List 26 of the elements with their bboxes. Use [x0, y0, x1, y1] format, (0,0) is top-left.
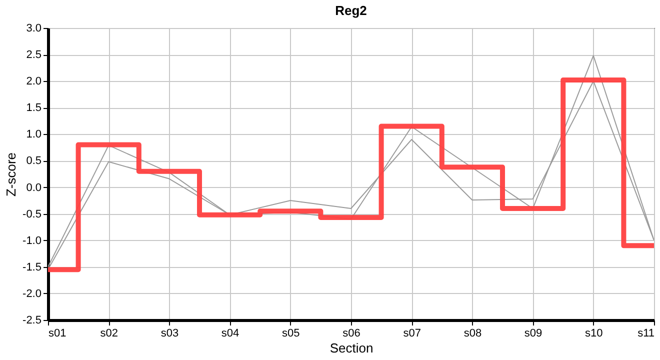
x-tick-label: s06 [342, 328, 360, 340]
y-axis-title: Z-score [4, 152, 19, 197]
x-tick-label: s02 [100, 328, 118, 340]
y-tick-label: 1.5 [26, 102, 42, 114]
y-tick-label: 1.0 [26, 128, 42, 141]
y-tick-label: 3.0 [26, 22, 42, 34]
y-tick-label: 0.0 [26, 182, 42, 194]
x-tick-label: s08 [464, 328, 482, 340]
chart-title: Reg2 [335, 3, 367, 18]
x-tick-label: s03 [160, 328, 179, 340]
y-tick-label: 2.5 [26, 49, 42, 62]
x-tick-label: s05 [282, 328, 300, 340]
y-tick-label: -2.5 [22, 314, 42, 326]
y-tick-label: -1.0 [22, 234, 42, 247]
y-tick-label: -0.5 [22, 208, 42, 220]
x-tick-label: s07 [403, 328, 421, 340]
x-tick-label: s01 [48, 328, 66, 340]
x-tick-label: s09 [524, 328, 542, 340]
y-tick-label: -1.5 [22, 261, 42, 274]
x-axis-title: Section [330, 340, 374, 356]
y-tick-label: 2.0 [26, 76, 42, 88]
x-tick-label: s11 [638, 328, 654, 340]
x-tick-label: s04 [221, 328, 240, 340]
y-tick-label: -2.0 [22, 288, 42, 300]
y-tick-label: 0.5 [26, 155, 42, 168]
x-tick-label: s10 [585, 328, 603, 340]
